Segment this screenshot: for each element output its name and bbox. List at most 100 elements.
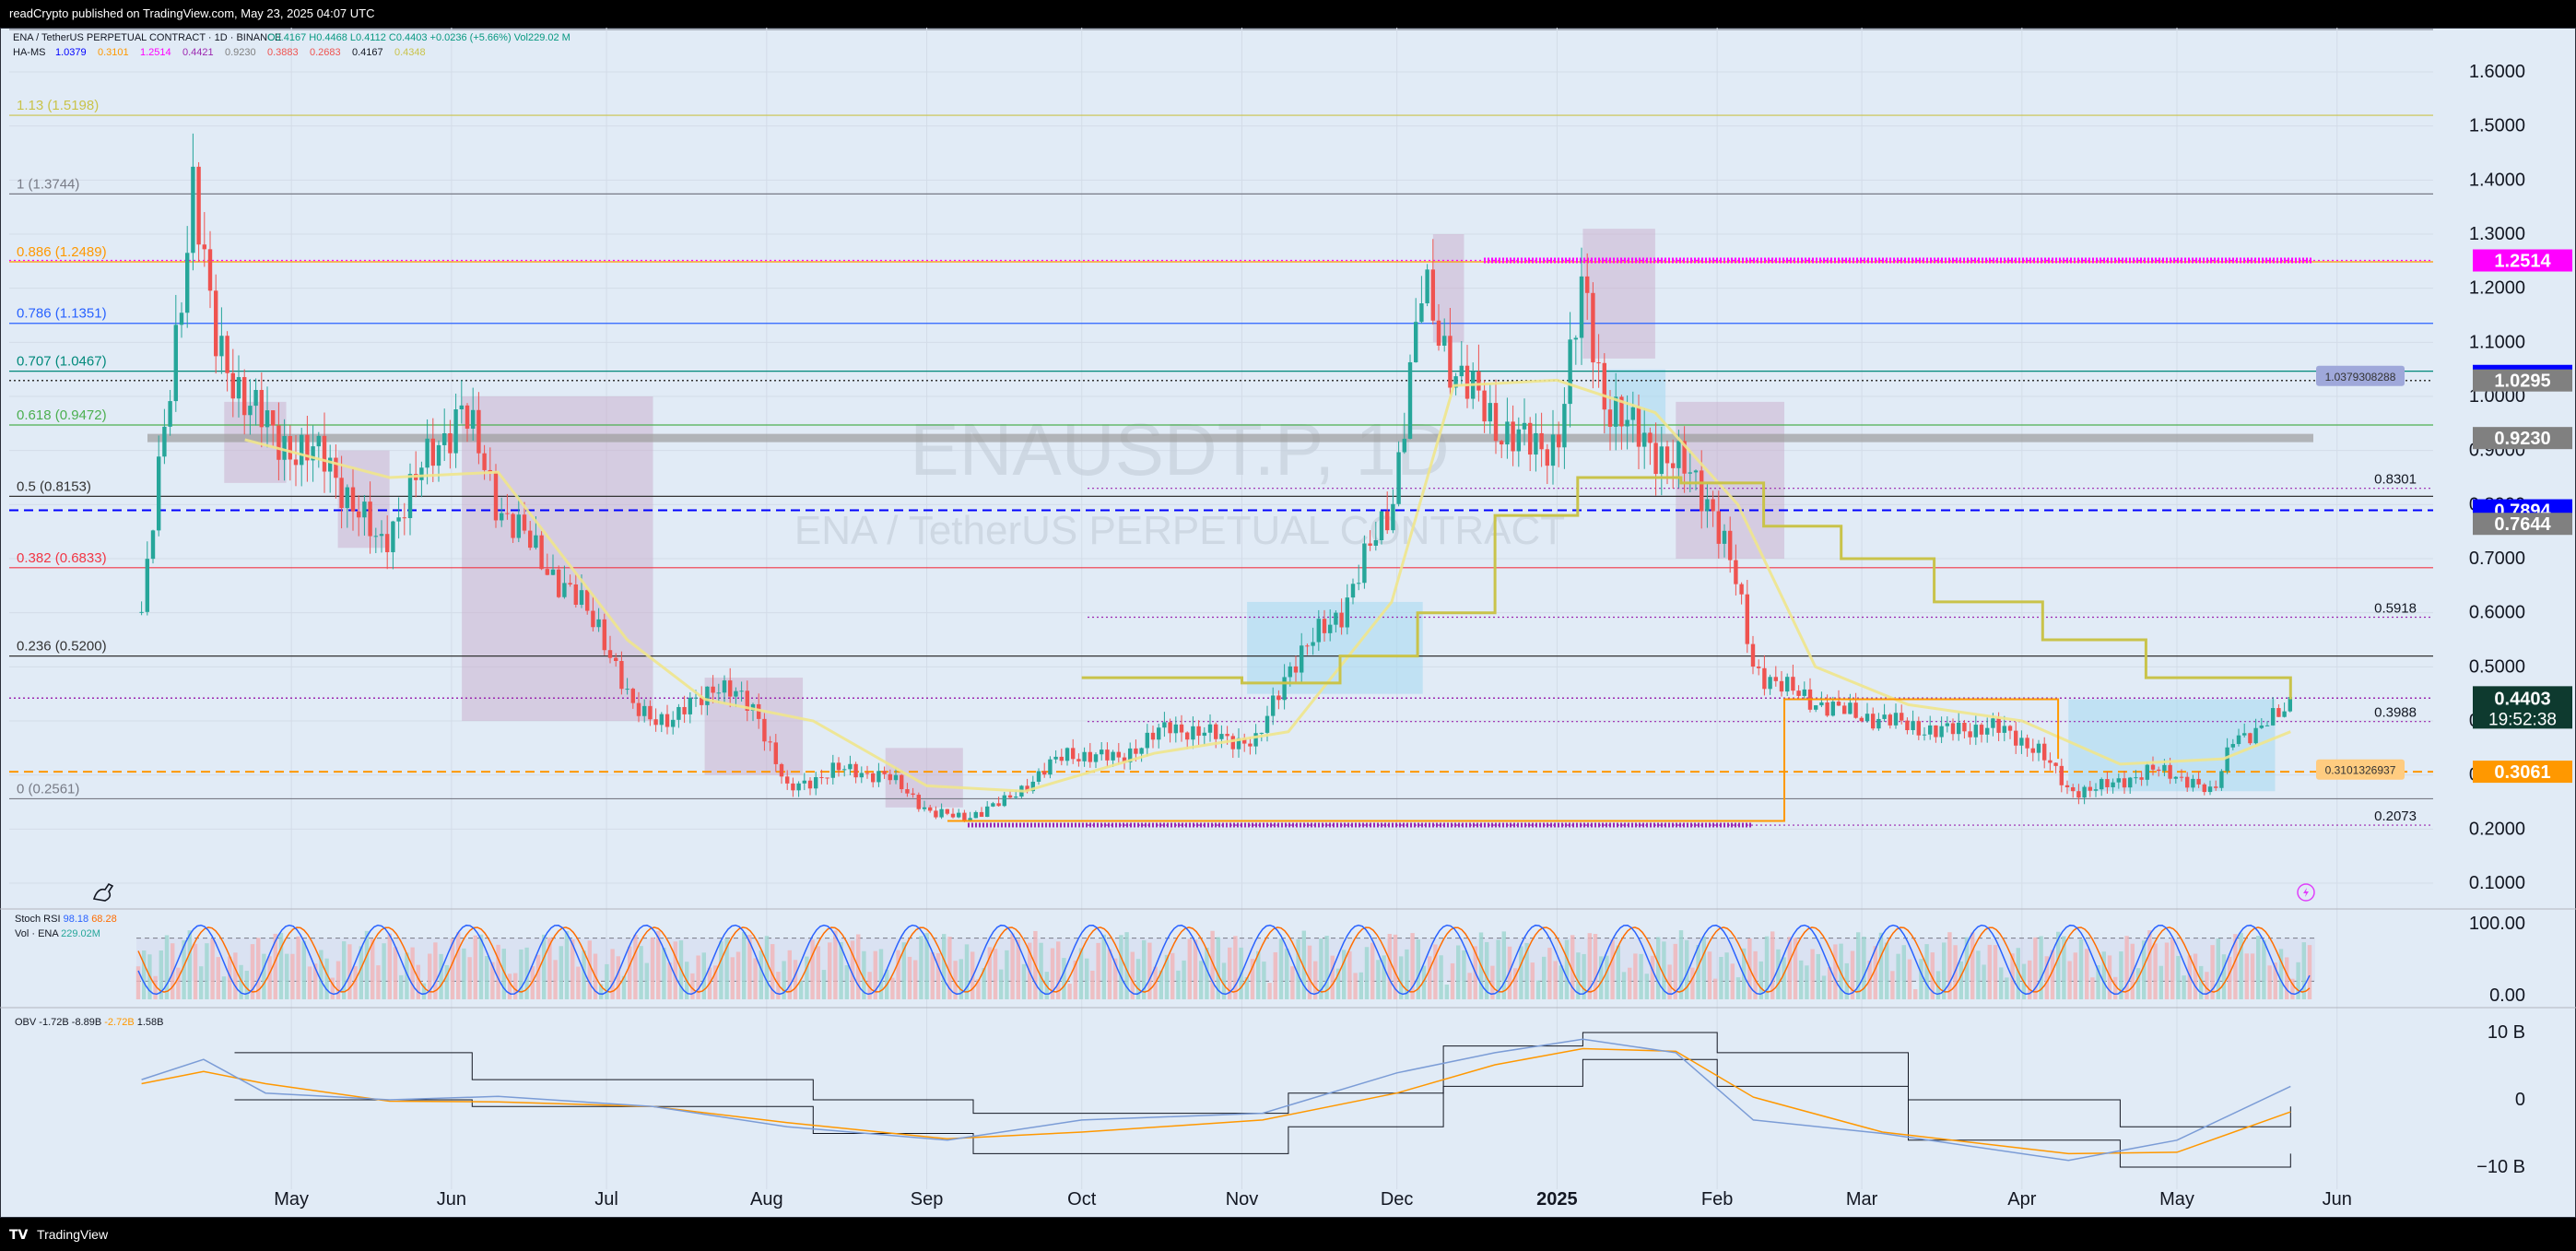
volume-bar xyxy=(1199,961,1204,999)
legend-symbol[interactable]: ENA / TetherUS PERPETUAL CONTRACT · 1D ·… xyxy=(13,32,281,43)
candle-body xyxy=(945,808,950,814)
candle-body xyxy=(2214,786,2218,788)
time-tick-label[interactable]: Mar xyxy=(1846,1189,1878,1210)
candle-body xyxy=(1196,726,1201,737)
stoch-tick-label[interactable]: 0.00 xyxy=(2489,985,2525,1006)
candle-body xyxy=(2025,738,2029,749)
candle-body xyxy=(1145,732,1150,749)
candle-body xyxy=(734,690,738,697)
volume-bar xyxy=(907,956,912,999)
legend-indicator[interactable]: HA-MS xyxy=(13,47,45,58)
volume-bar xyxy=(982,968,986,999)
candle-body xyxy=(2145,764,2150,780)
candle-body xyxy=(2116,778,2122,783)
candle-body xyxy=(785,776,790,784)
volume-bar xyxy=(2033,937,2038,999)
candle-body xyxy=(2059,765,2064,785)
volume-bar xyxy=(1090,970,1095,999)
legend-indicator-value: 0.2683 xyxy=(310,47,341,58)
candle-body xyxy=(2242,733,2247,736)
volume-bar xyxy=(787,950,792,999)
volume-bar xyxy=(239,964,243,999)
candle-body xyxy=(853,763,858,778)
volume-bar xyxy=(485,955,489,999)
time-tick-label[interactable]: May xyxy=(2159,1189,2194,1210)
volume-bar xyxy=(1593,934,1598,999)
time-axis[interactable]: May Jun Jul Aug Sep Oct Nov Dec 2025 Feb Mar Apr May… xyxy=(274,1189,2352,1210)
obv-tick-label[interactable]: −10 B xyxy=(2476,1157,2525,1177)
time-tick-label[interactable]: Jun xyxy=(2323,1189,2352,1210)
volume-bar xyxy=(547,937,552,999)
candle-body xyxy=(2202,784,2207,793)
volume-bar xyxy=(1101,934,1106,999)
range-box xyxy=(462,396,653,721)
candle-body xyxy=(922,807,927,809)
time-tick-label[interactable]: Jun xyxy=(437,1189,466,1210)
tradingview-logo-icon[interactable]: 𝗧𝗩 xyxy=(9,1227,29,1242)
dino-icon[interactable] xyxy=(92,882,114,902)
candle-body xyxy=(1328,624,1333,633)
candle-body xyxy=(1191,726,1195,740)
volume-bar xyxy=(724,938,729,999)
price-tick-label: 1.6000 xyxy=(2469,62,2525,82)
time-tick-label[interactable]: Oct xyxy=(1067,1189,1097,1210)
obv-tick-label[interactable]: 0 xyxy=(2515,1090,2525,1110)
volume-bar xyxy=(1947,932,1952,999)
obv-tick-label[interactable]: 10 B xyxy=(2488,1022,2525,1043)
time-tick-label[interactable]: Dec xyxy=(1381,1189,1414,1210)
volume-bar xyxy=(1993,945,1998,999)
volume-bar xyxy=(405,952,409,999)
obv-pane[interactable]: 10 B 0 −10 B xyxy=(141,1022,2525,1177)
volume-bar xyxy=(490,962,495,999)
time-tick-label[interactable]: Apr xyxy=(2007,1189,2036,1210)
orange-step-line xyxy=(947,698,2060,822)
volume-bar xyxy=(1547,948,1552,999)
time-tick-label[interactable]: Jul xyxy=(594,1189,618,1210)
candle-body xyxy=(1357,583,1361,584)
time-tick-label[interactable]: Nov xyxy=(1226,1189,1259,1210)
chart-frame[interactable]: ENAUSDT.P, 1D ENA / TetherUS PERPETUAL C… xyxy=(0,28,2576,1218)
volume-bar xyxy=(2233,934,2238,999)
candle-body xyxy=(2030,748,2036,753)
volume-bar xyxy=(1690,967,1695,999)
stoch-rsi-pane[interactable]: 100.00 0.00 xyxy=(135,914,2525,1006)
candle-body xyxy=(1464,365,1470,399)
volume-bar xyxy=(1662,941,1666,999)
lightning-icon[interactable] xyxy=(2297,883,2315,902)
volume-bar xyxy=(319,950,323,999)
volume-bar xyxy=(2296,962,2300,999)
volume-bar xyxy=(456,932,461,999)
price-label: 0.7644 xyxy=(2494,514,2551,535)
time-tick-label[interactable]: May xyxy=(274,1189,309,1210)
time-tick-label[interactable]: 2025 xyxy=(1536,1189,1578,1210)
volume-bar xyxy=(1856,932,1861,999)
candle-body xyxy=(562,583,567,597)
legend-indicator-value: 1.2514 xyxy=(140,47,171,58)
time-tick-label[interactable]: Feb xyxy=(1701,1189,1733,1210)
price-tick-label: 0.7000 xyxy=(2469,549,2525,569)
volume-bar xyxy=(1205,947,1209,999)
candle-body xyxy=(985,806,990,818)
candle-body xyxy=(545,569,550,575)
footer-brand[interactable]: TradingView xyxy=(37,1227,109,1242)
volume-bar xyxy=(307,966,312,999)
candle-body xyxy=(1962,722,1967,732)
price-tick-label: 1.5000 xyxy=(2469,116,2525,136)
candle-body xyxy=(345,487,350,509)
range-box xyxy=(885,748,963,808)
volume-bar xyxy=(947,937,952,999)
volume-bar xyxy=(542,934,547,999)
time-tick-label[interactable]: Sep xyxy=(911,1189,944,1210)
time-tick-label[interactable]: Aug xyxy=(750,1189,783,1210)
volume-bar xyxy=(1250,959,1255,999)
candle-body xyxy=(962,812,967,822)
volume-bar xyxy=(1530,962,1535,999)
volume-bar xyxy=(2028,960,2032,999)
volume-bar xyxy=(2096,965,2100,999)
volume-bar xyxy=(1335,968,1341,999)
candle-body xyxy=(425,438,429,468)
price-label: 0.3061 xyxy=(2494,762,2550,783)
candle-body xyxy=(1893,713,1899,726)
volume-bar xyxy=(193,943,198,999)
stoch-tick-label[interactable]: 100.00 xyxy=(2469,914,2525,934)
